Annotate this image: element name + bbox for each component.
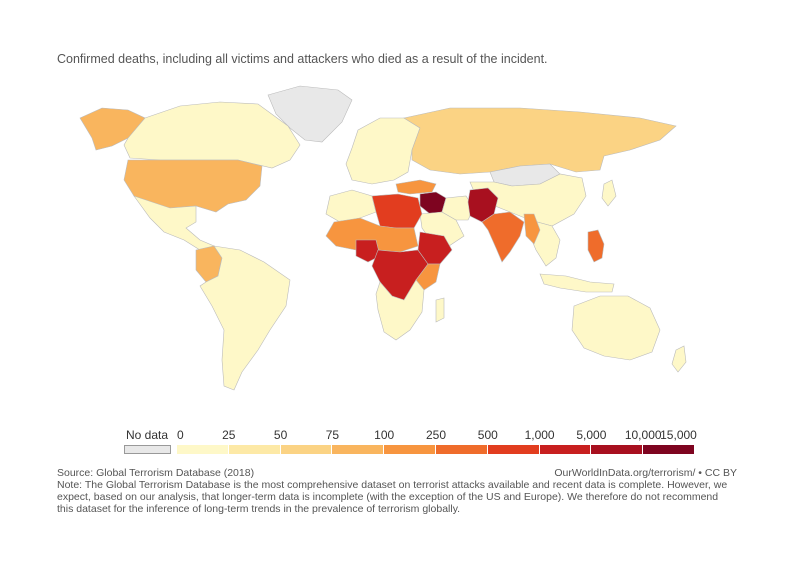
region-turkey[interactable] xyxy=(395,179,437,195)
legend-tick-label: 1,000 xyxy=(524,428,555,442)
legend-bin xyxy=(280,445,333,454)
legend-bins xyxy=(177,445,695,454)
legend-bin xyxy=(487,445,540,454)
region-greenland[interactable] xyxy=(267,85,353,143)
region-east-africa[interactable] xyxy=(415,263,441,291)
legend-ticks: 0 25 50 75 100 250 500 1,000 5,000 10,000 15,000 xyxy=(177,428,697,442)
legend-bin xyxy=(643,445,695,454)
chart-footer: Source: Global Terrorism Database (2018)… xyxy=(57,467,737,515)
region-canada[interactable] xyxy=(123,101,301,169)
credit-link[interactable]: OurWorldInData.org/terrorism/ • CC BY xyxy=(554,467,737,479)
legend-tick-label: 0 xyxy=(177,428,184,442)
region-indonesia[interactable] xyxy=(539,273,615,293)
legend-no-data-swatch xyxy=(124,445,171,454)
region-mexico[interactable] xyxy=(133,195,215,251)
legend-tick-label: 15,000 xyxy=(660,428,697,442)
chart-subtitle: Confirmed deaths, including all victims … xyxy=(57,52,548,66)
legend-tick-label: 75 xyxy=(325,428,340,442)
region-new-zealand[interactable] xyxy=(671,345,687,373)
legend-bin xyxy=(228,445,281,454)
note-text: Note: The Global Terrorism Database is t… xyxy=(57,479,728,515)
region-myanmar[interactable] xyxy=(523,213,541,245)
legend-tick-label: 50 xyxy=(273,428,288,442)
region-iran[interactable] xyxy=(441,195,475,221)
region-nigeria[interactable] xyxy=(355,239,381,263)
region-northwest-africa[interactable] xyxy=(325,189,377,223)
region-madagascar[interactable] xyxy=(435,297,445,323)
legend-tick-label: 25 xyxy=(222,428,236,442)
legend-bin xyxy=(591,445,644,454)
region-russia[interactable] xyxy=(403,107,677,175)
region-india[interactable] xyxy=(481,211,525,263)
legend-no-data-label: No data xyxy=(126,428,169,442)
region-australia[interactable] xyxy=(571,295,661,361)
legend-tick-label: 10,000 xyxy=(624,428,662,442)
region-libya-egypt[interactable] xyxy=(371,193,423,229)
legend-bin xyxy=(177,445,229,454)
region-southern-africa[interactable] xyxy=(375,279,425,341)
legend-tick-label: 250 xyxy=(425,428,447,442)
legend-tick-label: 500 xyxy=(477,428,498,442)
legend-bin xyxy=(435,445,488,454)
color-legend: No data 0 25 50 75 100 250 500 1,000 5,000 10,000… xyxy=(120,428,700,458)
legend-tick-label: 100 xyxy=(374,428,395,442)
legend-bin xyxy=(539,445,592,454)
source-text: Source: Global Terrorism Database (2018) xyxy=(57,467,255,479)
region-philippines[interactable] xyxy=(587,229,605,263)
legend-bin xyxy=(384,445,436,454)
region-japan[interactable] xyxy=(601,179,617,207)
region-europe[interactable] xyxy=(345,117,421,185)
legend-bin xyxy=(332,445,385,454)
region-sahel[interactable] xyxy=(325,217,419,253)
region-south-america[interactable] xyxy=(199,245,291,391)
legend-tick-label: 5,000 xyxy=(576,428,607,442)
